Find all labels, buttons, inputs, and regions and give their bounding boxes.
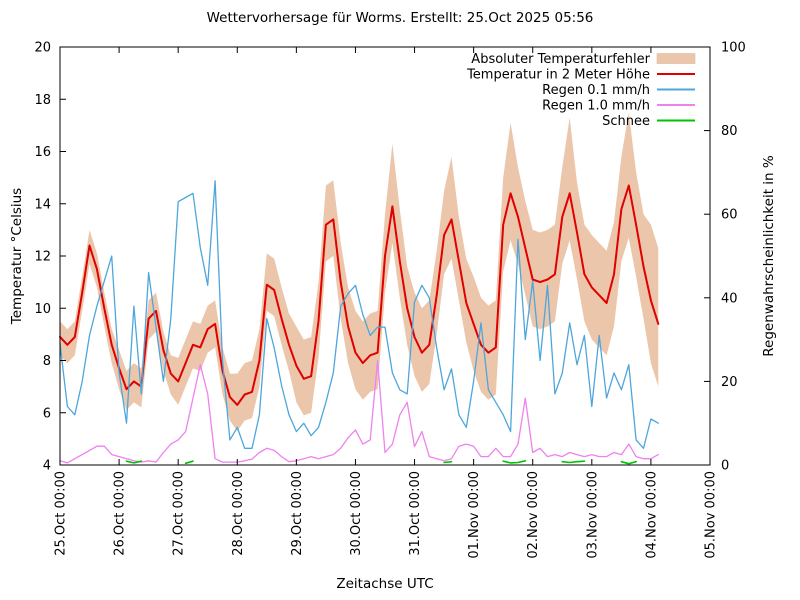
x-tick-label: 03.Nov 00:00 <box>585 471 600 559</box>
x-tick-label: 25.Oct 00:00 <box>54 471 69 556</box>
x-tick-label: 29.Oct 00:00 <box>290 471 305 556</box>
x-tick-label: 01.Nov 00:00 <box>467 471 482 559</box>
x-tick-label: 27.Oct 00:00 <box>172 471 187 556</box>
x-tick-label: 05.Nov 00:00 <box>704 471 719 559</box>
y-left-tick-label: 10 <box>34 302 51 317</box>
legend-label-temperatur-in-2-meter-h-he: Temperatur in 2 Meter Höhe <box>466 68 650 83</box>
y-left-tick-label: 4 <box>43 459 51 474</box>
y-left-tick-label: 6 <box>43 406 51 421</box>
y-left-tick-label: 16 <box>34 145 51 160</box>
x-tick-label: 31.Oct 00:00 <box>408 471 423 556</box>
series-schnee <box>125 460 637 465</box>
chart-title: Wettervorhersage für Worms. Erstellt: 25… <box>206 10 594 26</box>
series-band-absoluter-temperaturfehler <box>60 112 659 432</box>
legend-label-absoluter-temperaturfehler: Absoluter Temperaturfehler <box>471 52 650 67</box>
y-left-tick-label: 8 <box>43 354 51 369</box>
axis-tick-labels: 4 6 8 10 12 14 16 18 20 0 20 40 60 80 100 25.Oct 00:00 2… <box>34 41 745 559</box>
legend-label-regen-0-1-mm-h: Regen 0.1 mm/h <box>542 83 650 98</box>
y-right-tick-label: 0 <box>721 459 729 474</box>
y-left-tick-label: 12 <box>34 250 51 265</box>
y-right-tick-label: 80 <box>721 124 738 139</box>
series-regen-0-1-mm-h <box>59 180 659 449</box>
legend-label-regen-1-0-mm-h: Regen 1.0 mm/h <box>542 99 650 114</box>
x-tick-label: 02.Nov 00:00 <box>526 471 541 559</box>
legend-swatch-absoluter-temperaturfehler <box>656 53 696 64</box>
series-regen-1-0-mm-h <box>59 359 659 464</box>
y-left-tick-label: 20 <box>34 41 51 56</box>
axis-ticks <box>59 46 711 466</box>
y-right-tick-label: 20 <box>721 375 738 390</box>
y-left-tick-label: 14 <box>34 197 51 212</box>
y-right-tick-label: 100 <box>721 41 746 56</box>
x-tick-label: 30.Oct 00:00 <box>349 471 364 556</box>
y-left-tick-label: 18 <box>34 93 51 108</box>
y-right-tick-label: 60 <box>721 208 738 223</box>
x-tick-label: 26.Oct 00:00 <box>113 471 128 556</box>
x-tick-label: 04.Nov 00:00 <box>644 471 659 559</box>
y-right-tick-label: 40 <box>721 291 738 306</box>
legend-label-schnee: Schnee <box>602 114 650 129</box>
series-temperatur-in-2-meter-h-he <box>59 184 660 406</box>
x-axis-label: Zeitachse UTC <box>336 576 434 592</box>
x-tick-label: 28.Oct 00:00 <box>231 471 246 556</box>
